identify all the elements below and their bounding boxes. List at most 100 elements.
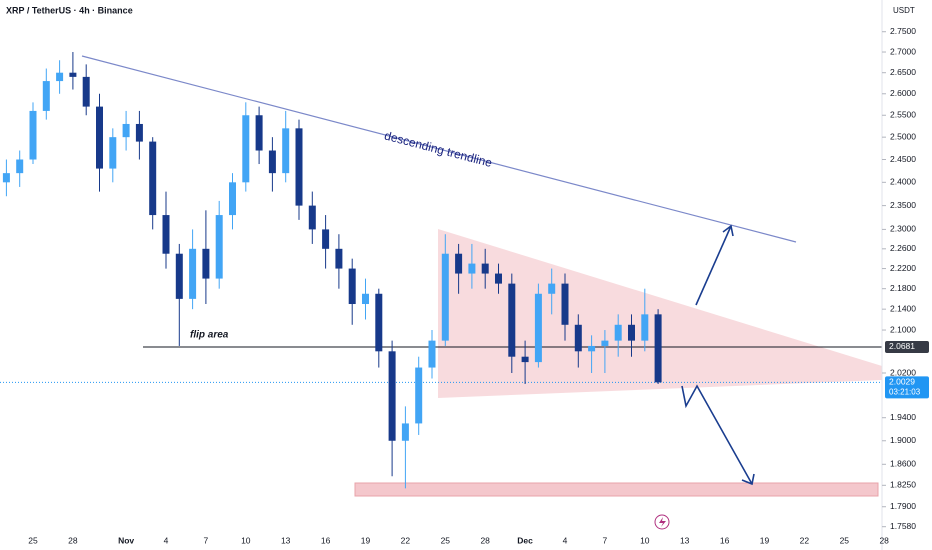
candle-body (534, 293, 542, 363)
candle-body (441, 253, 449, 341)
candle-body (202, 248, 210, 279)
candle-body (56, 72, 64, 82)
candle-body (162, 215, 170, 254)
x-tick-label: 28 (480, 535, 490, 545)
candle-body (215, 215, 223, 279)
axis-unit: USDT (893, 6, 915, 15)
y-tick-label: 1.8600 (890, 459, 916, 469)
candle-body (175, 253, 183, 299)
x-tick-label: Dec (517, 535, 533, 545)
candle-body (628, 324, 635, 341)
x-tick-label: 22 (401, 535, 411, 545)
level-label: 2.0681 (889, 341, 915, 351)
y-tick-label: 2.3500 (890, 200, 916, 210)
candle-body (614, 324, 622, 341)
y-tick-label: 2.1000 (890, 324, 916, 334)
candle-body (548, 283, 556, 294)
level-label-bg (885, 340, 929, 353)
y-tick-label: 2.6500 (890, 67, 916, 77)
candle-body (2, 173, 10, 183)
y-tick-label: 2.7500 (890, 26, 916, 36)
x-tick-label: 13 (281, 535, 291, 545)
candle-body (375, 293, 383, 352)
y-tick-label: 2.2600 (890, 243, 916, 253)
y-tick-label: 2.6000 (890, 88, 916, 98)
y-tick-label: 2.5500 (890, 110, 916, 120)
y-tick-label: 2.1800 (890, 283, 916, 293)
x-tick-label: 28 (879, 535, 889, 545)
arrow-up (695, 225, 732, 306)
y-tick-label: 2.1400 (890, 303, 916, 313)
candle-body (654, 314, 662, 383)
x-tick-label: 16 (720, 535, 730, 545)
x-tick-label: 25 (441, 535, 451, 545)
y-tick-label: 1.9000 (890, 435, 916, 445)
candle-body (388, 351, 396, 441)
x-tick-label: 4 (164, 535, 169, 545)
event-icon[interactable] (654, 514, 670, 530)
candle-body (189, 248, 197, 299)
trendline (81, 55, 797, 243)
candle-body (96, 106, 103, 169)
y-tick-label: 2.3000 (890, 224, 916, 234)
candle-body (242, 115, 250, 183)
candle-body (268, 150, 276, 174)
y-tick-label: 1.7900 (890, 501, 916, 511)
y-tick-label: 2.2200 (890, 263, 916, 273)
support-zone (354, 482, 879, 497)
x-tick-label: 7 (603, 535, 608, 545)
candle-body (495, 273, 502, 284)
x-tick-label: 4 (563, 535, 568, 545)
candle-body (255, 115, 263, 151)
candle-body (135, 123, 143, 142)
x-tick-label: 19 (760, 535, 770, 545)
candle-body (69, 72, 77, 77)
countdown: 03:21:03 (889, 388, 921, 397)
candle-body (149, 141, 157, 216)
arrow-head (741, 473, 755, 486)
candle-body (508, 283, 516, 357)
x-tick-label: 10 (241, 535, 251, 545)
x-tick-label: 25 (28, 535, 38, 545)
annotation: flip area (190, 330, 229, 341)
y-tick-label: 1.9400 (890, 412, 916, 422)
chart-title: XRP / TetherUS · 4h · Binance (6, 5, 133, 15)
x-tick-label: 22 (800, 535, 810, 545)
price-label: 2.0029 (889, 377, 915, 387)
candle-body (574, 324, 582, 352)
arrow-down (681, 384, 753, 485)
y-tick-label: 1.7580 (890, 521, 916, 531)
candle-body (401, 423, 409, 441)
x-tick-label: 28 (68, 535, 78, 545)
candle-body (415, 367, 423, 424)
price-label-bg (885, 376, 929, 399)
x-tick-label: 19 (361, 535, 371, 545)
candle-body (641, 314, 649, 341)
arrow-head (722, 224, 734, 237)
candle-body (29, 110, 37, 160)
candle-body (521, 356, 529, 363)
candle-body (455, 253, 463, 274)
y-tick-label: 2.5000 (890, 131, 916, 141)
candle-body (16, 159, 24, 174)
y-tick-label: 1.8250 (890, 480, 916, 490)
y-tick-label: 2.4500 (890, 154, 916, 164)
candle-body (335, 248, 343, 269)
plot (0, 52, 882, 489)
candle-body (561, 283, 569, 325)
candle-body (428, 340, 436, 368)
x-tick-label: 10 (640, 535, 650, 545)
candle-body (122, 123, 130, 138)
x-tick-label: 25 (840, 535, 850, 545)
candle-body (348, 268, 356, 305)
candle-body (295, 128, 303, 206)
arrows (681, 224, 755, 486)
candle-body (362, 293, 369, 305)
y-tick-label: 2.4000 (890, 177, 916, 187)
y-tick-label: 2.7000 (890, 46, 916, 56)
candle-body (42, 81, 50, 111)
candle-body (308, 205, 316, 230)
x-tick-label: Nov (118, 535, 134, 545)
candle-body (109, 137, 117, 169)
